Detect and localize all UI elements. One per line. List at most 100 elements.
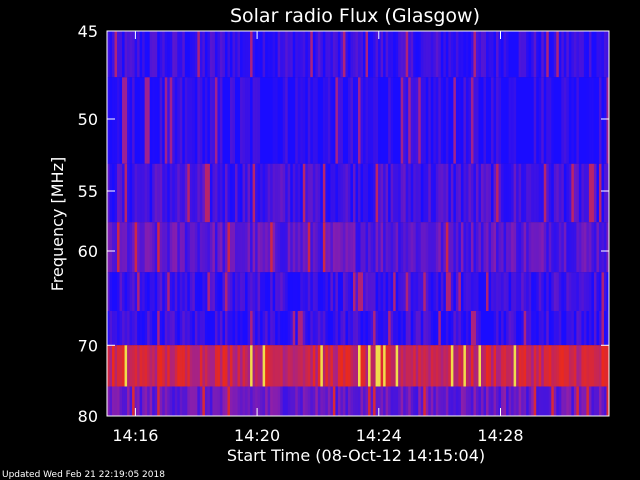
- heatmap-cell: [129, 31, 133, 78]
- heatmap-cell: [561, 163, 565, 223]
- heatmap-cell: [179, 163, 183, 223]
- heatmap-cell: [122, 272, 125, 311]
- heatmap-cell: [187, 77, 191, 164]
- heatmap-cell: [390, 345, 394, 387]
- heatmap-cell: [260, 311, 264, 346]
- heatmap-cell: [147, 31, 151, 78]
- heatmap-cell: [488, 272, 492, 311]
- heatmap-cell: [204, 311, 208, 346]
- heatmap-cell: [378, 77, 381, 164]
- heatmap-cell: [194, 345, 198, 387]
- heatmap-cell: [593, 31, 597, 78]
- heatmap-cell: [292, 163, 296, 223]
- heatmap-cell: [435, 163, 439, 223]
- heatmap-cell: [468, 345, 472, 387]
- heatmap-cell: [588, 386, 592, 416]
- heatmap-cell: [443, 386, 447, 416]
- heatmap-cell: [450, 272, 454, 311]
- heatmap-cell: [475, 222, 479, 273]
- heatmap-cell: [503, 345, 507, 387]
- heatmap-cell: [335, 311, 339, 346]
- heatmap-cell: [144, 222, 148, 273]
- heatmap-cell: [410, 77, 414, 164]
- heatmap-cell: [277, 345, 281, 387]
- heatmap-cell: [137, 77, 141, 164]
- heatmap-cell: [413, 163, 417, 223]
- heatmap-cell: [475, 31, 479, 78]
- heatmap-cell: [172, 345, 176, 387]
- heatmap-cell: [488, 163, 492, 223]
- heatmap-cell: [373, 77, 376, 164]
- heatmap-cell: [192, 311, 196, 346]
- heatmap-cell: [563, 163, 567, 223]
- heatmap-cell: [250, 31, 253, 78]
- heatmap-cell: [450, 77, 454, 164]
- heatmap-cell: [478, 222, 482, 273]
- heatmap-cell: [325, 222, 329, 273]
- heatmap-cell: [317, 311, 321, 346]
- heatmap-cell: [498, 345, 502, 387]
- heatmap-cell: [518, 163, 522, 223]
- heatmap-cell: [508, 222, 512, 273]
- heatmap-cell: [448, 272, 452, 311]
- heatmap-cell: [470, 163, 474, 223]
- heatmap-cell: [217, 311, 221, 346]
- heatmap-cell: [438, 272, 442, 311]
- heatmap-cell: [222, 272, 226, 311]
- heatmap-cell: [137, 31, 141, 78]
- heatmap-cell: [109, 272, 113, 311]
- heatmap-cell: [179, 386, 183, 416]
- heatmap-cell: [588, 272, 592, 311]
- heatmap-cell: [440, 345, 444, 387]
- heatmap-cell: [420, 222, 424, 273]
- heatmap-cell: [229, 272, 233, 311]
- heatmap-cell: [593, 386, 597, 416]
- heatmap-cell: [347, 386, 351, 416]
- heatmap-cell: [385, 31, 389, 78]
- heatmap-cell: [368, 31, 371, 78]
- heatmap-cell: [214, 222, 218, 273]
- heatmap-cell: [167, 77, 171, 164]
- heatmap-cell: [606, 222, 610, 273]
- heatmap-cell: [112, 77, 115, 164]
- heatmap-cell: [330, 222, 334, 273]
- heatmap-cell: [483, 386, 487, 416]
- heatmap-cell: [214, 31, 218, 78]
- heatmap-cell: [415, 163, 419, 223]
- heatmap-cell: [385, 222, 389, 273]
- heatmap-cell: [508, 163, 512, 223]
- heatmap-cell: [212, 222, 216, 273]
- heatmap-cell: [295, 31, 299, 78]
- heatmap-cell: [578, 272, 582, 311]
- heatmap-cell: [300, 31, 304, 78]
- heatmap-cell: [335, 272, 339, 311]
- heatmap-cell: [588, 163, 592, 223]
- heatmap-cell: [373, 163, 376, 223]
- heatmap-cell: [119, 163, 123, 223]
- heatmap-cell: [568, 163, 572, 223]
- heatmap-cell: [383, 345, 387, 387]
- heatmap-cell: [596, 272, 600, 311]
- heatmap-cell: [488, 222, 492, 273]
- heatmap-cell: [368, 163, 371, 223]
- heatmap-cell: [199, 311, 203, 346]
- heatmap-cell: [235, 311, 238, 346]
- heatmap-cell: [119, 311, 123, 346]
- heatmap-cell: [204, 386, 208, 416]
- heatmap-cell: [480, 311, 484, 346]
- heatmap-cell: [363, 345, 366, 387]
- heatmap-cell: [137, 345, 141, 387]
- heatmap-cell: [159, 311, 163, 346]
- heatmap-cell: [285, 77, 289, 164]
- heatmap-cell: [327, 386, 331, 416]
- heatmap-cell: [154, 386, 158, 416]
- heatmap-cell: [591, 222, 595, 273]
- heatmap-cell: [222, 222, 226, 273]
- heatmap-cell: [109, 77, 113, 164]
- heatmap-cell: [162, 272, 166, 311]
- heatmap-cell: [322, 77, 326, 164]
- heatmap-cell: [159, 31, 163, 78]
- heatmap-cell: [365, 386, 369, 416]
- heatmap-cell: [566, 386, 570, 416]
